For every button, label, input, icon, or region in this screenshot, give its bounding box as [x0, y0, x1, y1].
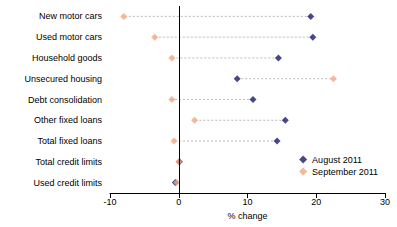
svg-text:Household goods: Household goods [32, 53, 103, 63]
svg-text:Debt consolidation: Debt consolidation [28, 95, 102, 105]
svg-text:New motor cars: New motor cars [39, 11, 103, 21]
svg-text:Total fixed loans: Total fixed loans [37, 136, 102, 146]
svg-text:Used credit limits: Used credit limits [33, 178, 102, 188]
svg-text:September 2011: September 2011 [312, 167, 378, 177]
svg-text:% change: % change [227, 211, 267, 221]
svg-text:Unsecured housing: Unsecured housing [24, 74, 102, 84]
svg-text:Other fixed loans: Other fixed loans [34, 115, 103, 125]
svg-text:10: 10 [242, 197, 252, 207]
svg-text:-10: -10 [103, 197, 116, 207]
svg-text:30: 30 [380, 197, 390, 207]
svg-text:Used motor cars: Used motor cars [36, 32, 103, 42]
svg-text:20: 20 [311, 197, 321, 207]
svg-text:0: 0 [176, 197, 181, 207]
svg-text:Total credit limits: Total credit limits [35, 157, 102, 167]
svg-text:August 2011: August 2011 [312, 155, 362, 165]
